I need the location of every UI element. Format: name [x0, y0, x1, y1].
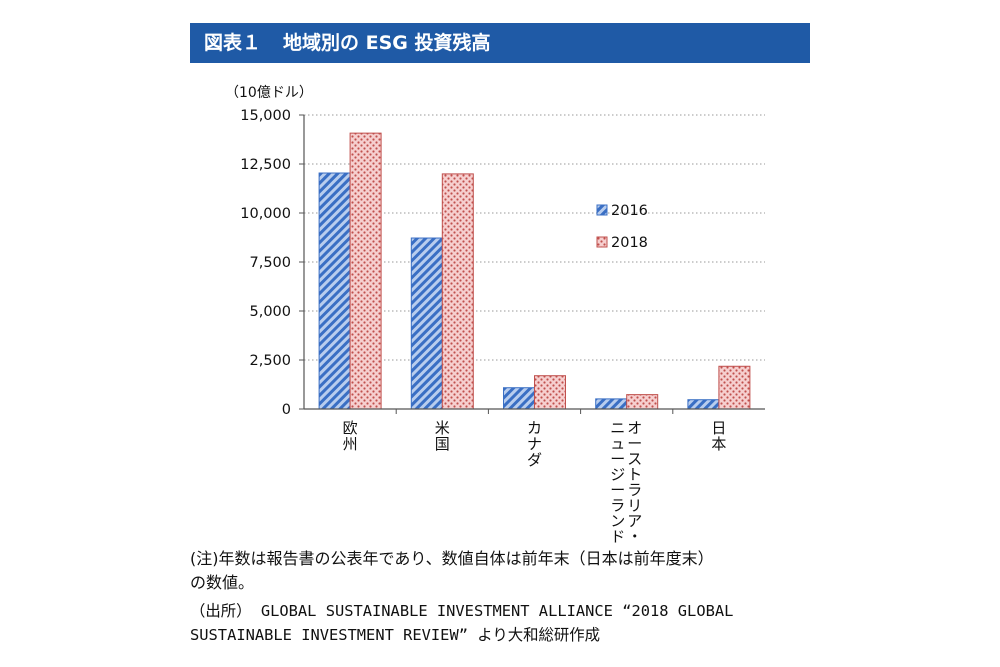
y-tick-label: 0 [282, 402, 291, 418]
bar-2016 [410, 237, 443, 410]
y-tick-label: 2,500 [249, 353, 291, 369]
y-tick-label: 10,000 [240, 206, 291, 222]
x-category-label: オーストラリア・ニュージーランド [610, 419, 642, 546]
y-tick-label: 15,000 [240, 108, 291, 124]
bar-2018 [534, 375, 566, 410]
y-tick-label: 5,000 [249, 304, 291, 320]
source-line-1: （出所） GLOBAL SUSTAINABLE INVESTMENT ALLIA… [190, 602, 734, 620]
bar-2018 [441, 173, 474, 410]
source-line-2: SUSTAINABLE INVESTMENT REVIEW” より大和総研作成 [190, 626, 601, 644]
x-category-label: カナダ [527, 419, 542, 469]
bar-2018 [349, 132, 382, 410]
legend-swatch-2016 [596, 204, 608, 216]
figure-title: 地域別の ESG 投資残高 [283, 32, 491, 54]
bar-2016 [687, 399, 720, 410]
note-line-1: (注)年数は報告書の公表年であり、数値自体は前年末（日本は前年度末） [190, 549, 714, 568]
bar-2016 [503, 387, 535, 410]
y-tick-label: 12,500 [240, 157, 291, 173]
x-category-label: 日本 [711, 419, 726, 453]
legend-label-2016: 2016 [611, 203, 648, 219]
bar-2016 [318, 172, 351, 410]
bar-2016 [595, 398, 628, 410]
bar-2018 [718, 365, 751, 410]
bar-2018 [626, 394, 659, 410]
y-unit-label: （10億ドル） [225, 85, 313, 101]
figure-title-bar: 図表１ 地域別の ESG 投資残高 [190, 23, 810, 63]
x-category-label: 欧州 [343, 419, 358, 453]
y-tick-label: 7,500 [249, 255, 291, 271]
note-line-2: の数値。 [190, 573, 255, 592]
legend-label-2018: 2018 [611, 235, 648, 251]
figure-number: 図表１ [204, 32, 262, 54]
legend-swatch-2018 [596, 236, 608, 248]
x-category-label: 米国 [435, 419, 450, 453]
